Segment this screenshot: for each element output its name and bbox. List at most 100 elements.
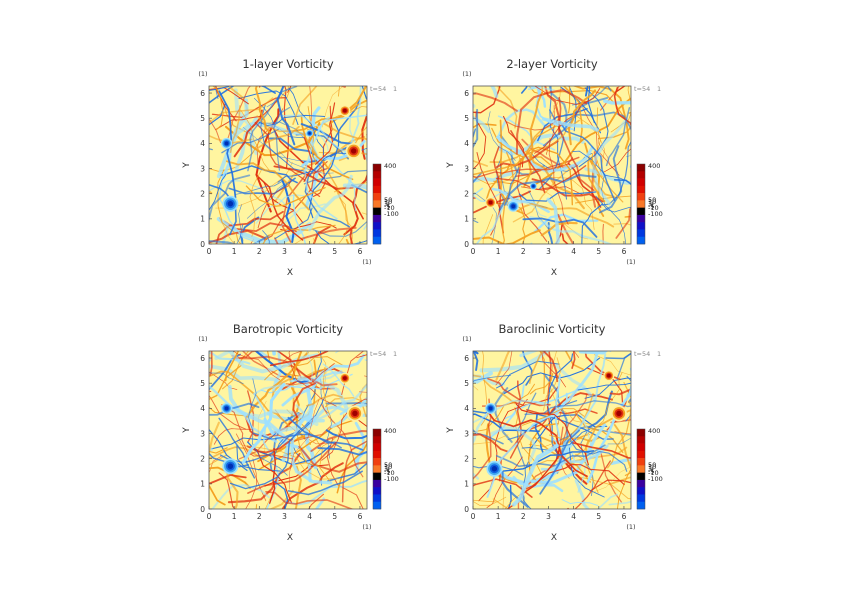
vorticity-filament — [262, 230, 270, 244]
vorticity-filament — [473, 407, 495, 414]
vorticity-filament — [233, 109, 263, 158]
vorticity-filament — [518, 191, 597, 202]
vorticity-filament — [497, 86, 518, 129]
vorticity-filament — [577, 382, 631, 391]
vorticity-filament — [228, 177, 296, 195]
y-tick-label: 0 — [200, 240, 205, 249]
vortex-core — [224, 406, 229, 411]
x-tick-label: 1 — [496, 247, 501, 256]
y-tick-label: 1 — [200, 215, 205, 224]
colorbar-segment — [373, 229, 381, 238]
x-tick-label: 6 — [358, 512, 363, 521]
vorticity-filament — [232, 351, 235, 353]
vorticity-filament — [245, 185, 326, 207]
vorticity-filament — [610, 418, 631, 424]
vorticity-filament — [234, 116, 258, 171]
vorticity-filament — [281, 178, 295, 244]
y-tick-label: 6 — [464, 354, 469, 363]
y-tick-label: 1 — [200, 480, 205, 489]
vorticity-filament — [543, 190, 589, 240]
vorticity-filament — [495, 444, 606, 468]
vorticity-filament — [530, 423, 607, 485]
vorticity-filament — [574, 460, 611, 509]
colorbar-tick-label: 50 — [384, 196, 392, 204]
vorticity-filament — [288, 87, 324, 156]
vorticity-filament — [595, 107, 603, 178]
vorticity-filament — [615, 206, 631, 239]
x-tick-label: 0 — [471, 512, 476, 521]
x-tick-label: 6 — [622, 512, 627, 521]
vorticity-filament — [336, 442, 367, 494]
vorticity-filament — [317, 447, 367, 456]
vorticity-filament — [628, 111, 631, 114]
vorticity-filament — [502, 450, 595, 472]
vorticity-filament — [586, 367, 631, 484]
x-tick-label: 2 — [257, 247, 262, 256]
vorticity-filament — [255, 174, 304, 241]
vorticity-filament — [521, 429, 591, 451]
vorticity-filament — [235, 180, 285, 195]
vorticity-filament — [524, 400, 631, 415]
plot-frame — [472, 85, 632, 245]
vorticity-filament — [609, 388, 631, 396]
vorticity-filament — [502, 151, 515, 244]
y-tick-label: 4 — [200, 404, 205, 413]
vorticity-filament — [511, 443, 559, 507]
colorbar-tick-label: -5 — [648, 468, 654, 476]
vorticity-filament — [540, 444, 609, 471]
x-tick-label: 1 — [232, 512, 237, 521]
colorbar-tick-label: 10 — [384, 463, 392, 471]
colorbar-segment — [373, 207, 381, 216]
vorticity-filament — [209, 234, 270, 244]
vorticity-filament — [473, 499, 496, 503]
vorticity-filament — [306, 393, 343, 407]
y-tick-label: 3 — [200, 164, 205, 173]
colorbar-segment — [637, 443, 645, 452]
vorticity-filament — [495, 351, 580, 386]
vorticity-filament — [613, 424, 631, 470]
colorbar-segment — [637, 222, 645, 230]
colorbar-segment — [637, 494, 645, 503]
time-label: t=54 — [370, 350, 386, 358]
vorticity-filament — [209, 370, 291, 428]
colorbar-segment — [373, 222, 381, 230]
vortex-core — [511, 204, 516, 209]
vorticity-filament — [342, 86, 362, 156]
vorticity-filament — [226, 469, 239, 509]
vorticity-filament — [603, 148, 631, 173]
x-tick-label: 3 — [546, 247, 551, 256]
vorticity-filament — [572, 150, 630, 183]
vorticity-filament — [570, 433, 628, 472]
y-tick-label: 2 — [200, 189, 205, 198]
vorticity-filament — [221, 351, 250, 390]
vorticity-filament — [515, 89, 588, 155]
vorticity-filament — [254, 121, 321, 198]
colorbar-segment — [373, 164, 381, 172]
vorticity-filament — [473, 351, 479, 371]
colorbar-frame — [372, 428, 382, 510]
colorbar-tick-label: 400 — [648, 427, 660, 435]
vorticity-filament — [315, 230, 367, 244]
vorticity-filament — [509, 404, 558, 459]
vorticity-filament — [247, 441, 337, 494]
vortex-core — [616, 410, 622, 417]
colorbar-tick-label: -1 — [648, 466, 654, 474]
vorticity-filament — [209, 118, 221, 143]
colorbar-tick-label: 10 — [648, 198, 656, 206]
vorticity-filament — [297, 375, 353, 420]
vorticity-filament — [298, 445, 367, 473]
vorticity-filament — [246, 438, 293, 454]
vorticity-filament — [209, 86, 230, 92]
vorticity-filament — [490, 426, 537, 463]
y-tick-label: 0 — [464, 240, 469, 249]
vorticity-filament — [549, 86, 561, 119]
x-tick-label: 2 — [521, 512, 526, 521]
y-tick-label: 6 — [200, 354, 205, 363]
vorticity-filament — [473, 108, 479, 149]
x-unit-label: (1) — [362, 523, 371, 531]
vorticity-filament — [537, 108, 588, 142]
y-tick-label: 6 — [200, 89, 205, 98]
vorticity-filament — [236, 445, 281, 472]
vorticity-filament — [289, 399, 320, 490]
vorticity-filament — [473, 103, 476, 109]
